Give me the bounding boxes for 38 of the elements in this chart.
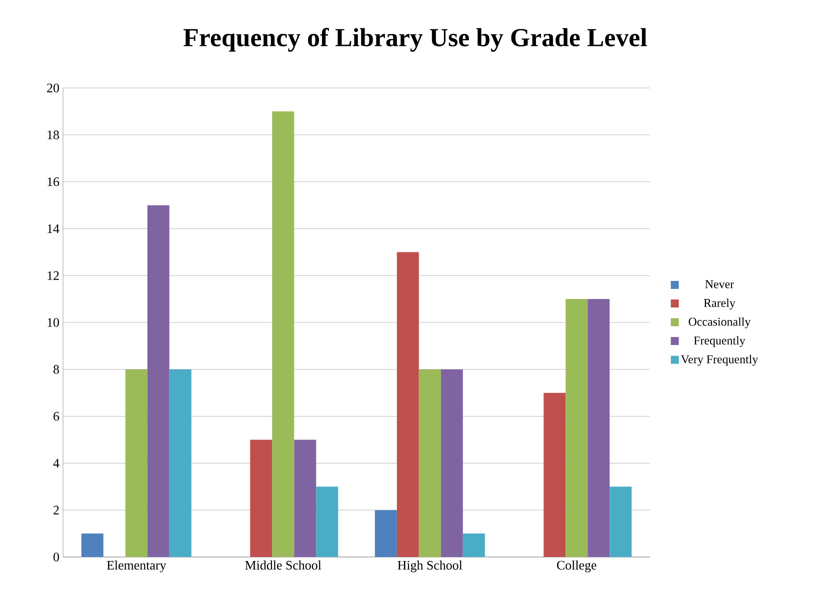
bar: [396, 252, 419, 557]
bar: [125, 369, 148, 557]
x-tick-label: Elementary: [106, 560, 166, 572]
x-tick-label: Middle School: [245, 560, 322, 570]
legend-label: Frequently: [694, 336, 746, 348]
y-tick-label: 16: [48, 177, 60, 186]
bar: [374, 510, 397, 557]
bar: [566, 299, 588, 557]
y-tick-label: 8: [54, 365, 59, 374]
legend-label: Never: [705, 280, 734, 288]
legend-label: Occasionally: [688, 317, 751, 328]
bar: [81, 534, 104, 557]
bar: [588, 299, 610, 557]
y-tick-label: 4: [53, 458, 60, 468]
bar: [272, 111, 294, 557]
legend-label: Rarely: [704, 298, 736, 310]
bar: [462, 534, 485, 557]
bar: [147, 205, 170, 557]
bar: [316, 486, 338, 557]
bar: [250, 440, 272, 557]
y-tick-label: 14: [48, 224, 60, 233]
y-tick-label: 20: [47, 84, 59, 92]
bar: [544, 392, 566, 557]
y-tick-label: 2: [54, 506, 59, 514]
bar: [169, 369, 192, 557]
legend-label: Very Frequently: [680, 354, 758, 366]
bar: [294, 440, 316, 557]
bar: [440, 369, 463, 557]
bar: [610, 486, 632, 557]
chart-title: Frequency of Library Use by Grade Level: [184, 28, 647, 52]
y-tick-label: 0: [54, 552, 59, 562]
x-tick-label: High School: [398, 560, 462, 572]
y-tick-label: 18: [48, 130, 59, 140]
bar: [418, 369, 441, 557]
y-tick-label: 10: [48, 318, 59, 327]
y-tick-label: 12: [48, 271, 59, 280]
y-tick-label: 6: [54, 412, 60, 421]
x-tick-label: College: [557, 560, 596, 572]
